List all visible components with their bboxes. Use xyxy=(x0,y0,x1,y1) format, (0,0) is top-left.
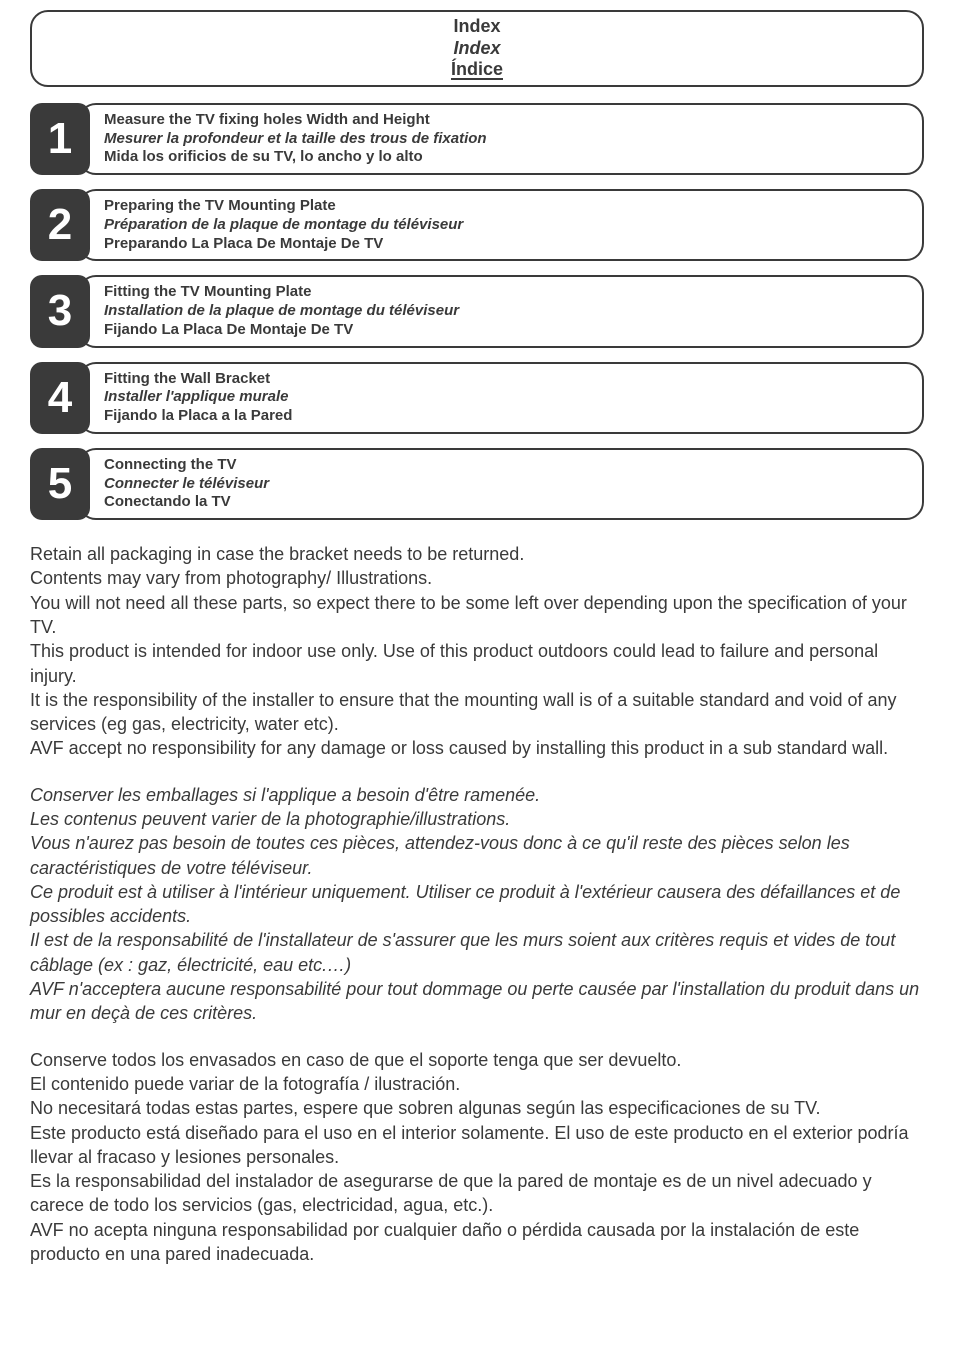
step-4: 4 Fitting the Wall Bracket Installer l'a… xyxy=(30,362,924,434)
step-1-es: Mida los orificios de su TV, lo ancho y … xyxy=(104,148,910,167)
step-5-en: Connecting the TV xyxy=(104,456,910,475)
body-es-p3: No necesitará todas estas partes, espere… xyxy=(30,1096,924,1120)
body-es-p4: Este producto está diseñado para el uso … xyxy=(30,1121,924,1170)
step-3-es: Fijando La Placa De Montaje De TV xyxy=(104,321,910,340)
body-en-p4: This product is intended for indoor use … xyxy=(30,639,924,688)
step-1-number: 1 xyxy=(30,103,90,175)
step-3-en: Fitting the TV Mounting Plate xyxy=(104,283,910,302)
body-fr-p6: AVF n'acceptera aucune responsabilité po… xyxy=(30,977,924,1026)
step-2: 2 Preparing the TV Mounting Plate Prépar… xyxy=(30,189,924,261)
step-3-number: 3 xyxy=(30,275,90,347)
body-en-p5: It is the responsibility of the installe… xyxy=(30,688,924,737)
body-copy: Retain all packaging in case the bracket… xyxy=(30,542,924,1266)
body-es: Conserve todos los envasados en caso de … xyxy=(30,1048,924,1267)
body-es-p6: AVF no acepta ninguna responsabilidad po… xyxy=(30,1218,924,1267)
step-3-fr: Installation de la plaque de montage du … xyxy=(104,302,910,321)
step-1: 1 Measure the TV fixing holes Width and … xyxy=(30,103,924,175)
step-2-es: Preparando La Placa De Montaje De TV xyxy=(104,235,910,254)
step-2-box: Preparing the TV Mounting Plate Préparat… xyxy=(78,189,924,261)
body-fr-p1: Conserver les emballages si l'applique a… xyxy=(30,783,924,807)
step-4-number: 4 xyxy=(30,362,90,434)
body-en: Retain all packaging in case the bracket… xyxy=(30,542,924,761)
body-es-p2: El contenido puede variar de la fotograf… xyxy=(30,1072,924,1096)
body-fr-p5: Il est de la responsabilité de l'install… xyxy=(30,928,924,977)
body-fr-p4: Ce produit est à utiliser à l'intérieur … xyxy=(30,880,924,929)
step-5-number: 5 xyxy=(30,448,90,520)
step-4-box: Fitting the Wall Bracket Installer l'app… xyxy=(78,362,924,434)
step-4-en: Fitting the Wall Bracket xyxy=(104,370,910,389)
step-5: 5 Connecting the TV Connecter le télévis… xyxy=(30,448,924,520)
step-4-fr: Installer l'applique murale xyxy=(104,388,910,407)
body-en-p3: You will not need all these parts, so ex… xyxy=(30,591,924,640)
step-5-es: Conectando la TV xyxy=(104,493,910,512)
body-en-p6: AVF accept no responsibility for any dam… xyxy=(30,736,924,760)
step-1-box: Measure the TV fixing holes Width and He… xyxy=(78,103,924,175)
step-1-en: Measure the TV fixing holes Width and He… xyxy=(104,111,910,130)
body-fr-p3: Vous n'aurez pas besoin de toutes ces pi… xyxy=(30,831,924,880)
body-fr: Conserver les emballages si l'applique a… xyxy=(30,783,924,1026)
body-en-p2: Contents may vary from photography/ Illu… xyxy=(30,566,924,590)
index-title-en: Index xyxy=(32,16,922,38)
body-es-p5: Es la responsabilidad del instalador de … xyxy=(30,1169,924,1218)
step-4-es: Fijando la Placa a la Pared xyxy=(104,407,910,426)
body-es-p1: Conserve todos los envasados en caso de … xyxy=(30,1048,924,1072)
body-en-p1: Retain all packaging in case the bracket… xyxy=(30,542,924,566)
step-5-fr: Connecter le téléviseur xyxy=(104,475,910,494)
index-header: Index Index Índice xyxy=(30,10,924,87)
step-3-box: Fitting the TV Mounting Plate Installati… xyxy=(78,275,924,347)
step-2-number: 2 xyxy=(30,189,90,261)
index-title-es: Índice xyxy=(32,59,922,81)
step-2-en: Preparing the TV Mounting Plate xyxy=(104,197,910,216)
step-1-fr: Mesurer la profondeur et la taille des t… xyxy=(104,130,910,149)
body-fr-p2: Les contenus peuvent varier de la photog… xyxy=(30,807,924,831)
index-title-fr: Index xyxy=(32,38,922,60)
step-5-box: Connecting the TV Connecter le téléviseu… xyxy=(78,448,924,520)
step-3: 3 Fitting the TV Mounting Plate Installa… xyxy=(30,275,924,347)
step-2-fr: Préparation de la plaque de montage du t… xyxy=(104,216,910,235)
